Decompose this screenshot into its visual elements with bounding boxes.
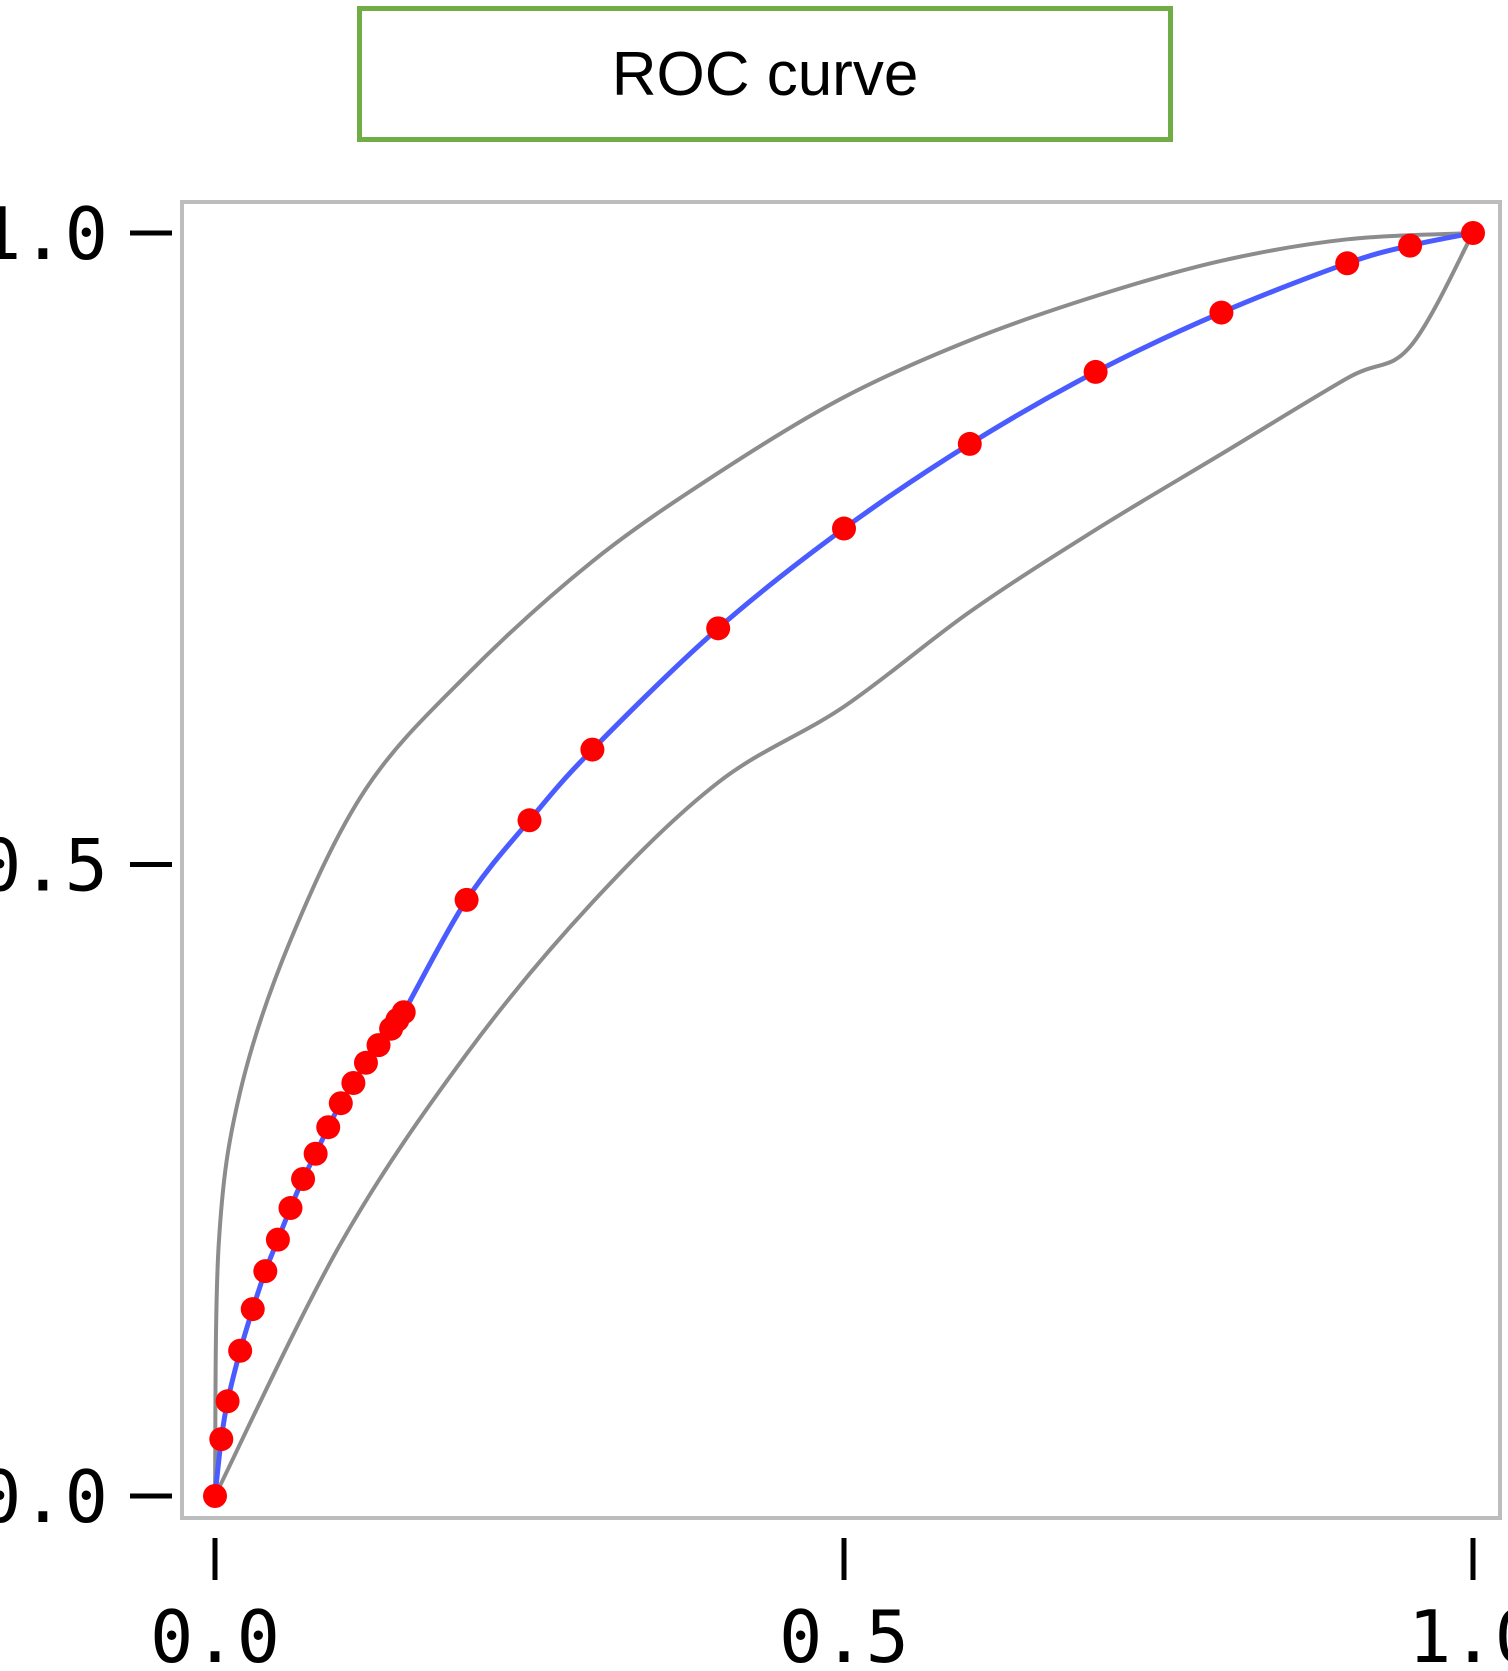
roc-point-19 bbox=[517, 808, 542, 833]
x-tick-label-1: 0.5 bbox=[779, 1595, 909, 1671]
roc-point-22 bbox=[832, 516, 856, 541]
lower-bound-line bbox=[213, 232, 1475, 1497]
x-axis: 0.0 0.5 1.0 bbox=[150, 1538, 1508, 1671]
roc-point-26 bbox=[1335, 251, 1360, 276]
roc-point-13 bbox=[353, 1050, 378, 1075]
roc-point-7 bbox=[278, 1196, 303, 1221]
y-axis: 0.0 0.5 1.0 bbox=[0, 192, 172, 1539]
x-tick-label-2: 1.0 bbox=[1408, 1595, 1508, 1671]
roc-markers bbox=[203, 221, 1485, 1508]
y-tick-label-2: 1.0 bbox=[0, 192, 108, 276]
confidence-bounds bbox=[213, 231, 1475, 1497]
roc-point-3 bbox=[228, 1338, 253, 1363]
roc-point-4 bbox=[240, 1297, 265, 1322]
plot-frame bbox=[180, 200, 1502, 1520]
roc-point-10 bbox=[316, 1115, 341, 1140]
roc-point-14 bbox=[366, 1033, 391, 1058]
roc-point-21 bbox=[706, 616, 731, 641]
roc-point-0 bbox=[203, 1484, 227, 1508]
roc-point-11 bbox=[328, 1091, 353, 1116]
chart-title: ROC curve bbox=[611, 39, 919, 109]
x-tick-label-0: 0.0 bbox=[150, 1595, 280, 1671]
roc-point-28 bbox=[1461, 221, 1485, 245]
upper-bound-line bbox=[213, 231, 1474, 1497]
roc-point-2 bbox=[215, 1389, 240, 1414]
roc-point-24 bbox=[1083, 359, 1108, 384]
roc-point-8 bbox=[291, 1166, 316, 1191]
roc-point-6 bbox=[265, 1227, 290, 1252]
chart-title-box: ROC curve bbox=[357, 6, 1173, 142]
roc-point-12 bbox=[341, 1070, 366, 1095]
roc-point-18 bbox=[454, 887, 479, 912]
roc-point-9 bbox=[303, 1141, 328, 1166]
roc-point-17 bbox=[391, 1000, 416, 1025]
roc-point-23 bbox=[957, 431, 982, 456]
y-tick-label-1: 0.5 bbox=[0, 824, 108, 908]
y-tick-label-0: 0.0 bbox=[0, 1455, 108, 1539]
roc-point-25 bbox=[1209, 300, 1234, 325]
roc-point-27 bbox=[1398, 233, 1423, 258]
roc-point-20 bbox=[580, 737, 605, 762]
roc-point-5 bbox=[253, 1259, 278, 1284]
roc-point-1 bbox=[209, 1427, 234, 1452]
